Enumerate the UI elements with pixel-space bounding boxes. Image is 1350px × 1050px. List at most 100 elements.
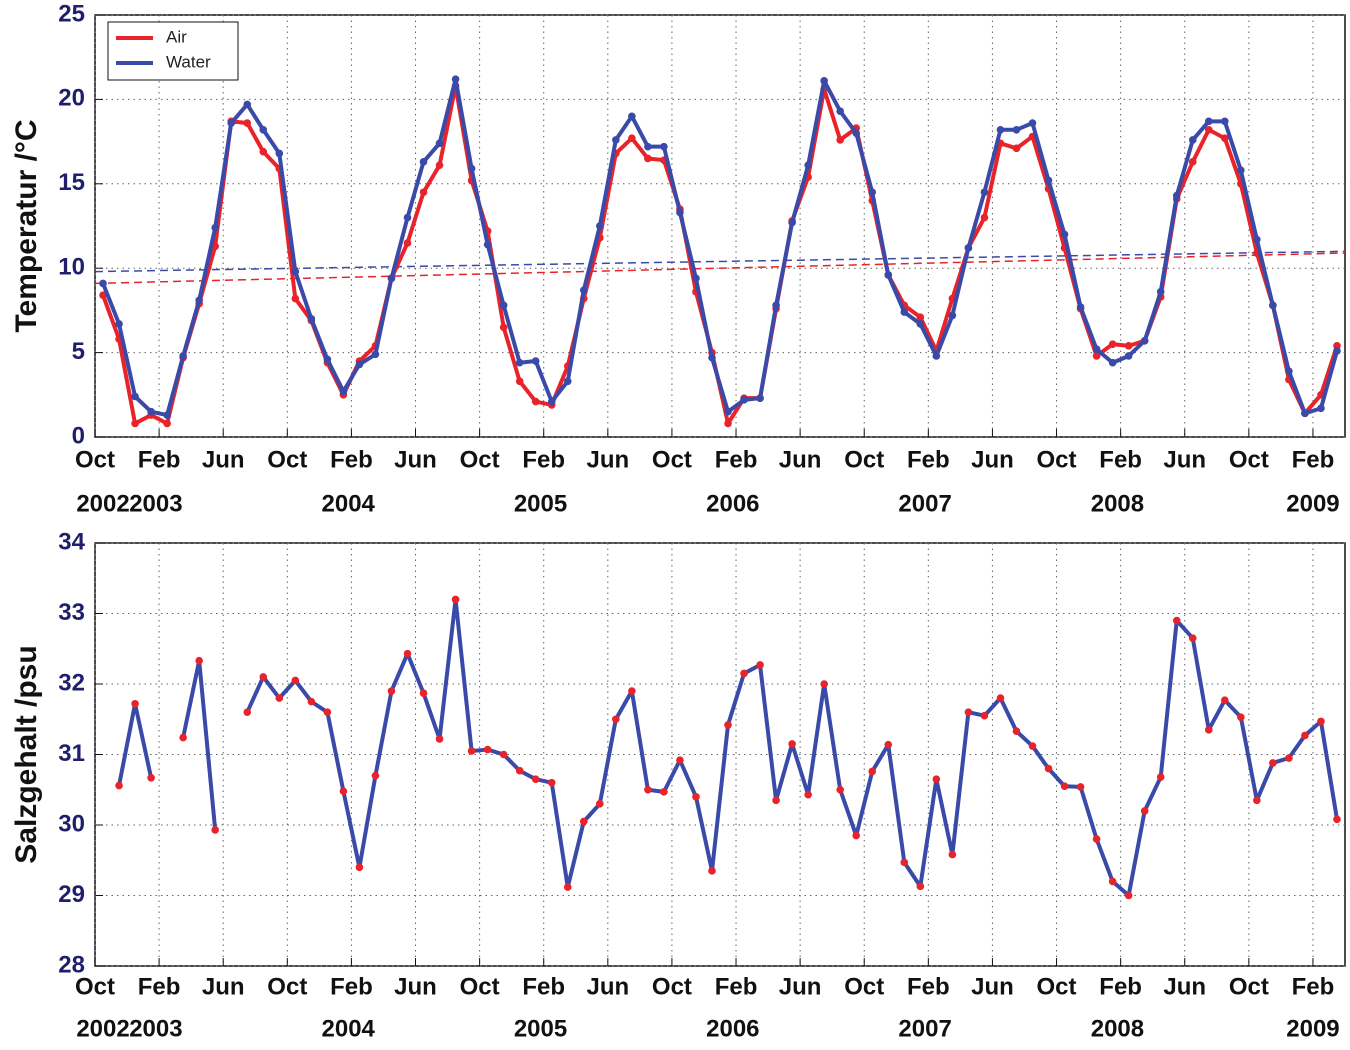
x-tick-label: Oct xyxy=(1229,973,1269,1000)
data-point xyxy=(515,377,524,386)
data-point xyxy=(1285,367,1293,375)
data-point xyxy=(1269,301,1277,310)
data-point xyxy=(1253,235,1261,244)
data-point xyxy=(307,315,316,323)
data-point xyxy=(1044,764,1053,773)
y-tick-label: 15 xyxy=(58,169,85,196)
x-tick-label: Jun xyxy=(394,446,437,473)
data-point xyxy=(547,778,556,787)
data-point xyxy=(499,301,508,310)
y-tick-label: 30 xyxy=(58,810,85,837)
year-label: 2006 xyxy=(706,1015,759,1042)
trend-line xyxy=(94,252,1346,285)
data-point xyxy=(291,294,300,303)
data-point xyxy=(371,771,380,780)
data-point xyxy=(259,147,268,156)
x-tick-label: Oct xyxy=(75,973,115,1000)
year-label: 2002 xyxy=(76,1015,129,1042)
x-tick-label: Feb xyxy=(1099,446,1142,473)
data-point xyxy=(932,352,941,360)
data-point xyxy=(1317,404,1325,413)
year-label: 2008 xyxy=(1091,490,1144,517)
data-point xyxy=(435,735,444,743)
data-point xyxy=(932,775,941,783)
data-point xyxy=(515,766,524,775)
data-point xyxy=(1012,727,1021,736)
data-point xyxy=(996,125,1005,134)
data-point xyxy=(1028,742,1037,750)
data-point xyxy=(724,419,732,428)
x-tick-label: Jun xyxy=(394,973,437,1000)
data-point xyxy=(531,775,540,783)
data-point xyxy=(259,673,268,681)
data-point xyxy=(211,223,219,232)
data-point xyxy=(371,350,380,359)
data-point xyxy=(179,352,187,360)
data-point xyxy=(563,883,572,891)
data-point xyxy=(756,394,764,402)
data-point xyxy=(628,687,636,695)
x-tick-label: Jun xyxy=(586,973,629,1000)
data-point xyxy=(1221,134,1229,143)
data-point xyxy=(451,75,460,83)
data-point xyxy=(964,708,973,716)
data-point xyxy=(1092,835,1101,843)
year-label: 2002 xyxy=(76,490,129,517)
data-point xyxy=(115,781,123,790)
year-label: 2009 xyxy=(1286,490,1339,517)
data-point xyxy=(836,136,844,144)
data-point xyxy=(211,826,219,834)
data-point xyxy=(724,407,732,416)
data-point xyxy=(339,387,348,396)
data-point xyxy=(195,656,203,665)
data-point xyxy=(1060,230,1069,239)
data-point xyxy=(628,134,636,143)
data-point xyxy=(676,756,684,764)
x-tick-label: Jun xyxy=(971,446,1014,473)
x-tick-label: Jun xyxy=(202,446,245,473)
plot-frame xyxy=(94,542,1346,967)
y-tick-label: 29 xyxy=(58,881,85,908)
data-point xyxy=(1204,726,1213,734)
data-point xyxy=(1012,125,1021,134)
x-tick-label: Feb xyxy=(715,973,758,1000)
data-point xyxy=(772,301,780,310)
x-tick-label: Feb xyxy=(1099,973,1142,1000)
data-point xyxy=(1076,303,1085,311)
data-point xyxy=(531,357,540,365)
data-point xyxy=(467,164,476,173)
data-point xyxy=(1076,783,1085,791)
data-point xyxy=(1301,409,1309,418)
data-point xyxy=(403,213,412,222)
data-point xyxy=(1140,807,1149,815)
data-point xyxy=(868,767,877,776)
data-point xyxy=(820,680,828,688)
data-point xyxy=(291,267,300,276)
year-label: 2004 xyxy=(322,490,376,517)
x-tick-label: Oct xyxy=(844,973,884,1000)
data-point xyxy=(740,396,748,404)
data-point xyxy=(1156,773,1165,781)
data-point xyxy=(676,208,684,217)
x-tick-label: Jun xyxy=(779,973,822,1000)
x-tick-label: Feb xyxy=(138,973,181,1000)
data-point xyxy=(1237,166,1245,175)
data-point xyxy=(243,100,252,109)
legend-label: Air xyxy=(166,27,187,46)
x-tick-label: Oct xyxy=(652,446,692,473)
x-tick-label: Oct xyxy=(267,973,307,1000)
x-tick-label: Feb xyxy=(522,973,565,1000)
data-point xyxy=(964,244,973,252)
x-tick-label: Jun xyxy=(1163,973,1206,1000)
year-label: 2005 xyxy=(514,1015,567,1042)
data-point xyxy=(1124,352,1133,360)
data-point xyxy=(900,308,909,316)
data-point xyxy=(852,831,861,840)
data-point xyxy=(980,213,989,222)
data-point xyxy=(788,740,796,748)
x-tick-label: Feb xyxy=(1292,446,1335,473)
data-point xyxy=(772,796,780,805)
data-point xyxy=(1188,158,1197,166)
data-point xyxy=(355,863,364,872)
